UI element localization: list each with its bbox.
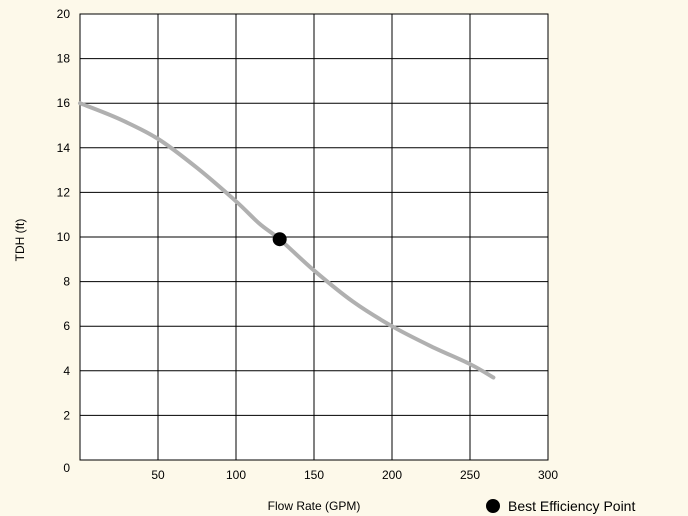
x-tick-label: 50	[151, 468, 165, 482]
y-tick-label: 20	[57, 7, 71, 21]
x-axis-title: Flow Rate (GPM)	[268, 499, 361, 513]
y-tick-label: 8	[63, 275, 70, 289]
y-tick-label: 18	[57, 52, 71, 66]
tick-labels: 50 100 150 200 250 300 0 2 4 6 8 10 12 14 16 18 20	[57, 7, 559, 482]
grid-lines	[79, 13, 549, 461]
legend-label: Best Efficiency Point	[508, 498, 635, 514]
x-tick-label: 300	[538, 468, 558, 482]
y-tick-label: 14	[57, 141, 71, 155]
legend-marker	[486, 499, 500, 513]
points-layer	[272, 232, 287, 247]
y-tick-label: 16	[57, 96, 71, 110]
legend: Best Efficiency Point	[486, 498, 635, 514]
y-tick-label: 4	[63, 364, 70, 378]
y-tick-label: 2	[63, 408, 70, 422]
x-tick-label: 250	[460, 468, 480, 482]
y-axis-title: TDH (ft)	[13, 219, 27, 262]
y-tick-label: 6	[63, 319, 70, 333]
x-tick-label: 100	[226, 468, 246, 482]
x-tick-label: 200	[382, 468, 402, 482]
x-tick-label: 150	[304, 468, 324, 482]
y-tick-label: 10	[57, 230, 71, 244]
best-efficiency-point	[272, 232, 287, 247]
y-tick-label: 12	[57, 185, 71, 199]
y-tick-label: 0	[63, 461, 70, 475]
